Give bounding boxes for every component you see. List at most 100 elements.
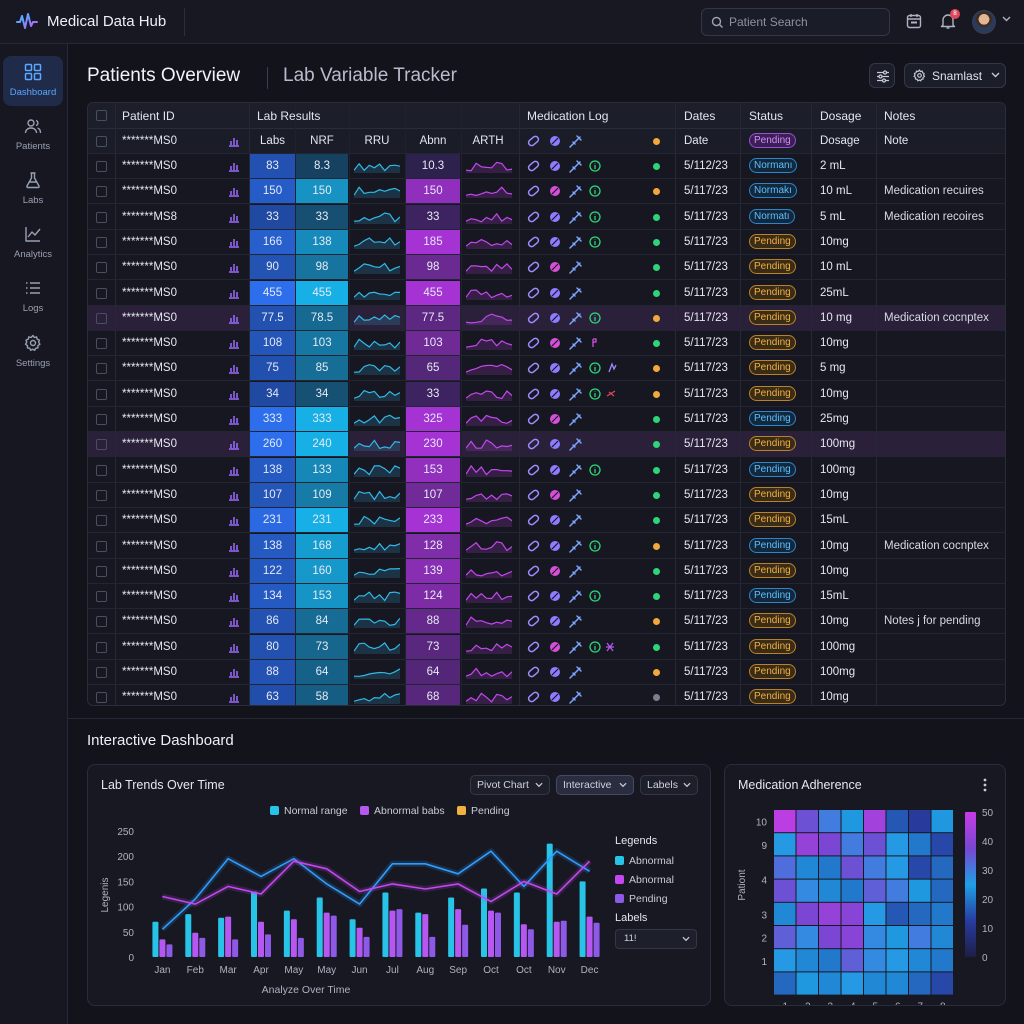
bar-chart-icon[interactable] xyxy=(228,540,240,552)
info-icon[interactable] xyxy=(589,463,601,476)
heatmap-cell[interactable] xyxy=(774,879,796,902)
row-checkbox[interactable] xyxy=(96,565,107,577)
heatmap-cell[interactable] xyxy=(886,902,909,925)
heatmap-cell[interactable] xyxy=(796,879,819,902)
info-icon[interactable] xyxy=(589,362,601,375)
bar-chart-icon[interactable] xyxy=(228,287,240,299)
bar-chart-icon[interactable] xyxy=(228,362,240,375)
tablet-icon[interactable] xyxy=(550,414,560,424)
bar[interactable] xyxy=(415,912,422,957)
heatmap-cell[interactable] xyxy=(931,972,954,995)
medication-icons[interactable] xyxy=(527,588,617,604)
pill-icon[interactable] xyxy=(527,438,540,450)
select-all-checkbox[interactable] xyxy=(96,110,107,121)
heatmap-cell[interactable] xyxy=(796,810,819,833)
row-checkbox[interactable] xyxy=(96,515,107,527)
tablet-icon[interactable] xyxy=(550,388,560,399)
syringe-icon[interactable] xyxy=(569,438,582,452)
medication-icons[interactable] xyxy=(527,689,617,705)
heatmap-cell[interactable] xyxy=(909,902,931,925)
heatmap-cell[interactable] xyxy=(864,810,886,833)
status-badge[interactable]: Pending xyxy=(749,638,796,654)
table-row[interactable]: *******MS0 122 160 139 5/117/23 Pending 10mg xyxy=(88,558,1005,584)
info-icon[interactable] xyxy=(589,641,601,653)
bar[interactable] xyxy=(513,892,520,957)
pill-icon[interactable] xyxy=(527,236,540,248)
row-checkbox[interactable] xyxy=(96,312,107,324)
table-row[interactable]: *******MS0 108 103 103 5/117/23 Pending 10mg xyxy=(88,331,1005,357)
medication-icons[interactable] xyxy=(527,158,617,174)
tablet-icon[interactable] xyxy=(550,161,560,171)
heatmap-cell[interactable] xyxy=(796,949,819,972)
bar-chart-icon[interactable] xyxy=(228,666,240,678)
col-lab-results[interactable]: Lab Results xyxy=(257,109,321,123)
heatmap-cell[interactable] xyxy=(909,926,931,949)
tablet-icon[interactable] xyxy=(550,363,560,374)
heatmap-cell[interactable] xyxy=(909,972,931,995)
syringe-icon[interactable] xyxy=(569,337,582,350)
heatmap-cell[interactable] xyxy=(819,810,841,833)
status-badge[interactable]: Pending xyxy=(749,689,796,705)
heatmap-cell[interactable] xyxy=(819,879,841,902)
heatmap-cell[interactable] xyxy=(931,856,954,879)
status-badge[interactable]: Pending xyxy=(749,486,796,502)
pill-icon[interactable] xyxy=(527,616,540,628)
bar-chart-icon[interactable] xyxy=(228,413,240,425)
tablet-icon[interactable] xyxy=(550,262,560,273)
row-checkbox[interactable] xyxy=(96,161,107,172)
side-legend-pending[interactable]: Pending xyxy=(615,893,668,905)
bar[interactable] xyxy=(225,916,232,957)
table-row[interactable]: *******MS0 107 109 107 5/117/23 Pending 10mg xyxy=(88,482,1005,508)
tablet-icon[interactable] xyxy=(550,515,560,526)
status-badge[interactable]: Pending xyxy=(749,335,796,351)
bar[interactable] xyxy=(251,891,257,957)
row-checkbox[interactable] xyxy=(96,414,107,425)
bar[interactable] xyxy=(422,914,429,957)
pill-icon[interactable] xyxy=(527,413,540,425)
heatmap-cell[interactable] xyxy=(796,833,819,856)
pill-icon[interactable] xyxy=(527,337,540,349)
heatmap-cell[interactable] xyxy=(886,879,909,902)
table-row[interactable]: *******MS0 231 231 233 5/117/23 Pending 15mL xyxy=(88,508,1005,534)
bar[interactable] xyxy=(316,897,323,957)
row-checkbox[interactable] xyxy=(96,136,107,147)
interactive-dropdown[interactable]: Interactive xyxy=(556,775,634,795)
bar[interactable] xyxy=(527,929,534,957)
tablet-icon[interactable] xyxy=(550,489,560,500)
pill-icon[interactable] xyxy=(527,363,540,375)
heatmap-cell[interactable] xyxy=(841,833,864,856)
medication-icons[interactable] xyxy=(527,234,617,250)
medication-icons[interactable] xyxy=(527,259,617,275)
flag-icon[interactable] xyxy=(592,338,597,348)
pill-icon[interactable] xyxy=(527,666,540,678)
bar[interactable] xyxy=(192,932,199,957)
legend-abnormal[interactable]: Abnormal babs xyxy=(360,805,445,817)
heatmap-cell[interactable] xyxy=(774,902,796,925)
info-icon[interactable] xyxy=(589,210,601,223)
sidebar-item-labs[interactable]: Labs xyxy=(3,164,63,214)
medication-icons[interactable] xyxy=(527,563,617,579)
medication-icons[interactable] xyxy=(527,285,617,301)
pill-icon[interactable] xyxy=(527,160,540,172)
pill-icon[interactable] xyxy=(527,388,540,400)
heatmap-cell[interactable] xyxy=(931,949,954,972)
status-badge[interactable]: Pending xyxy=(749,537,796,553)
medication-icons[interactable] xyxy=(527,310,617,326)
pill-icon[interactable] xyxy=(527,185,540,197)
tablet-icon[interactable] xyxy=(550,616,560,627)
pill-icon[interactable] xyxy=(527,641,540,653)
row-checkbox[interactable] xyxy=(96,489,107,501)
bar[interactable] xyxy=(323,912,330,957)
heatmap-cell[interactable] xyxy=(864,949,886,972)
heatmap-cell[interactable] xyxy=(841,856,864,879)
status-badge[interactable]: Pending xyxy=(749,385,796,401)
bar[interactable] xyxy=(593,922,600,957)
col-notes[interactable]: Notes xyxy=(884,109,916,123)
bar-chart-icon[interactable] xyxy=(228,464,240,476)
calendar-icon[interactable] xyxy=(905,12,923,30)
status-badge[interactable]: Pending xyxy=(749,512,796,528)
bar[interactable] xyxy=(265,934,271,957)
info-icon[interactable] xyxy=(589,590,601,602)
tablet-icon[interactable] xyxy=(550,591,560,602)
syringe-icon[interactable] xyxy=(569,640,582,654)
